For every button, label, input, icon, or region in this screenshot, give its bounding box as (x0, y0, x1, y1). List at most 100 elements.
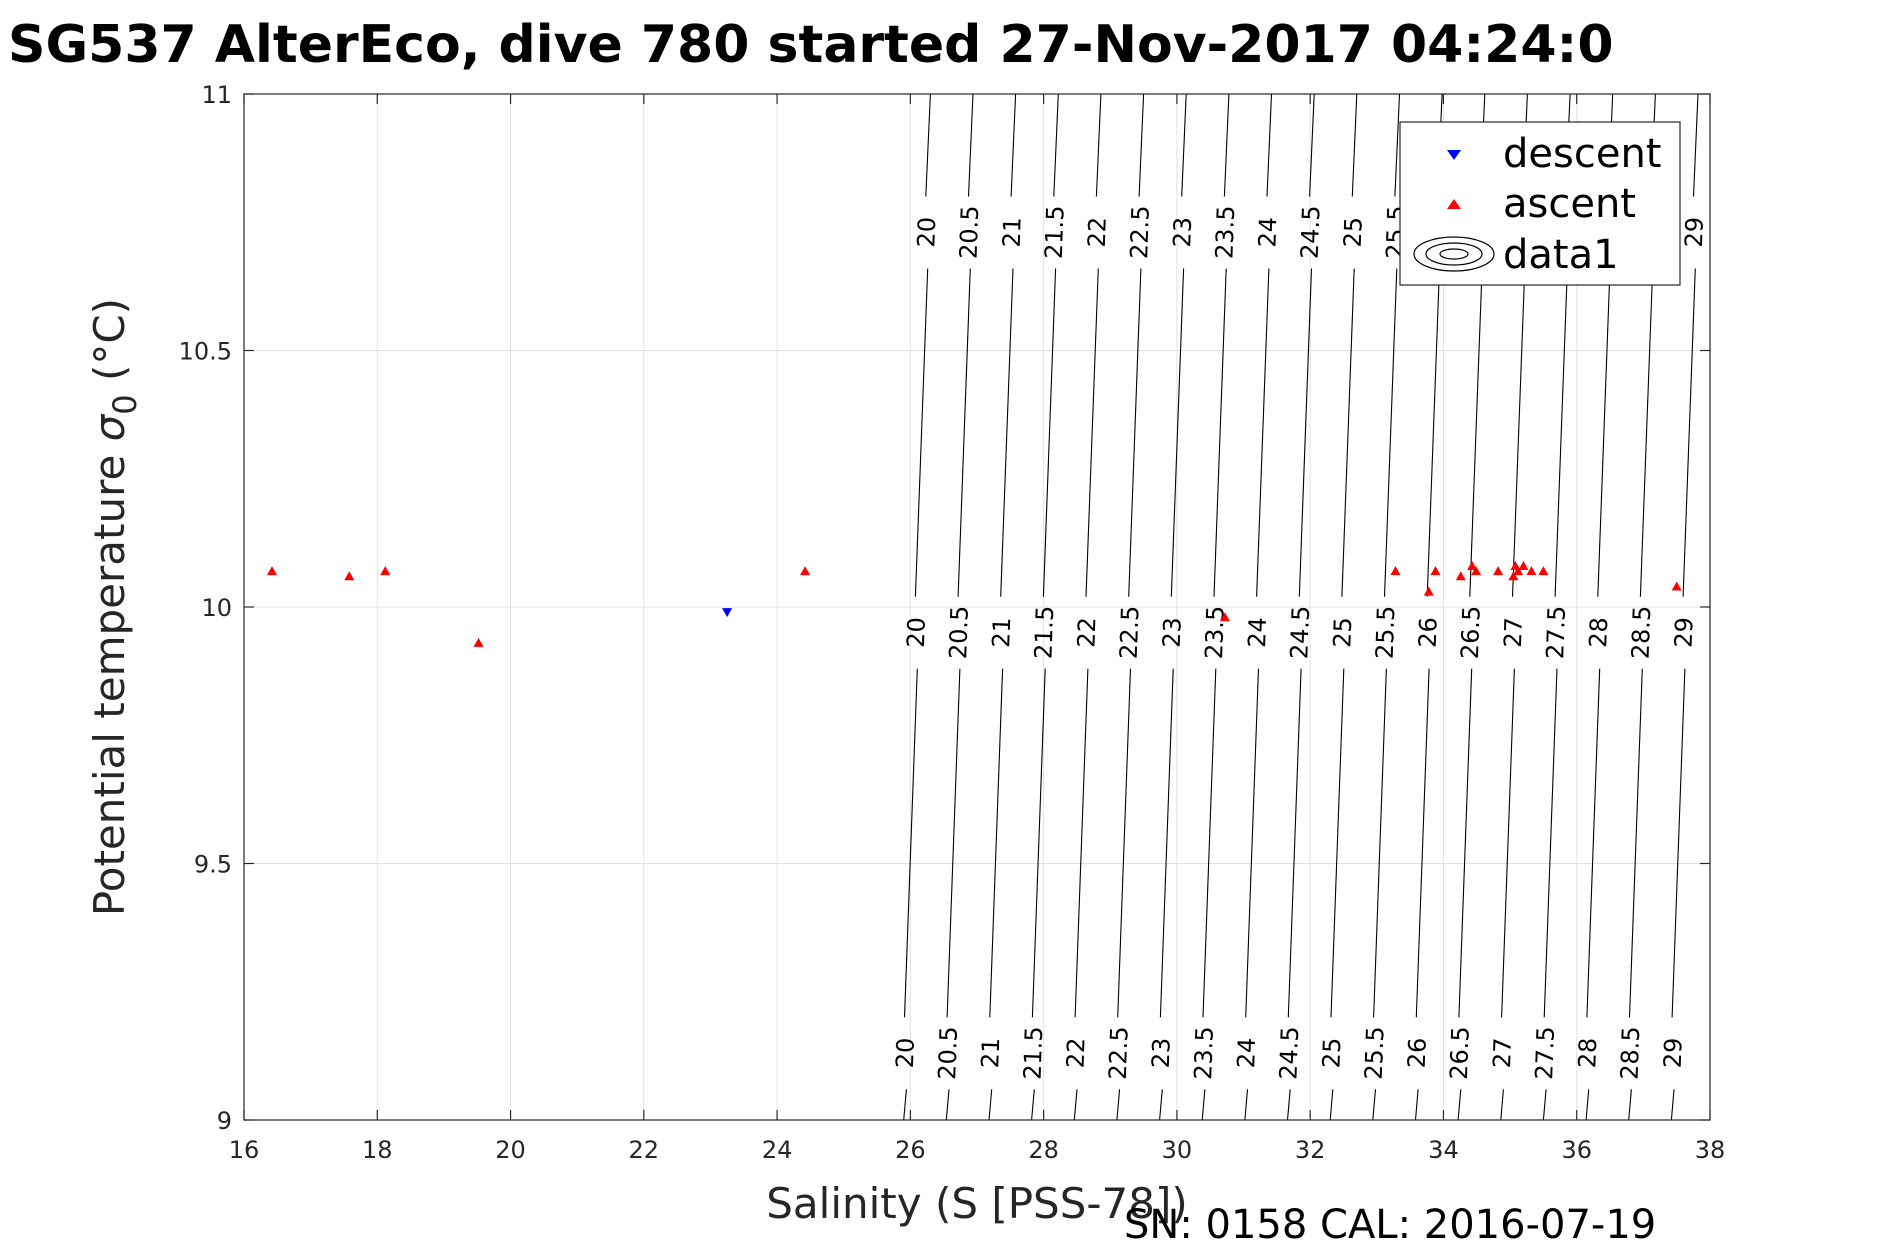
legend-label-descent: descent (1503, 131, 1661, 177)
ascent-point (473, 637, 484, 647)
ascent-point (1390, 566, 1401, 576)
ascent-point (266, 566, 277, 576)
isoline-label: 22 (1061, 1037, 1090, 1069)
density-isoline (988, 93, 1017, 1121)
footer-serial-calibration: SN: 0158 CAL: 2016-07-19 (1124, 1202, 1656, 1248)
x-axis-label: Salinity (S [PSS-78]) (766, 1179, 1188, 1228)
isoline-label: 29 (1669, 617, 1698, 649)
isoline-label: 28 (1573, 1037, 1602, 1069)
isoline-label: 29 (1659, 1037, 1688, 1069)
isoline-label: 25.5 (1371, 605, 1401, 659)
ascent-point (1671, 581, 1682, 591)
density-isoline (1159, 93, 1187, 1121)
x-tick-label: 24 (762, 1136, 793, 1164)
legend-marker-ascent (1447, 199, 1461, 209)
ascent-point (1513, 566, 1524, 576)
density-isoline (1073, 93, 1102, 1121)
isoline-label: 27.5 (1541, 605, 1571, 659)
y-tick-label: 9 (217, 1107, 232, 1135)
y-axis-ticks: 9 9.5 10 10.5 11 (179, 81, 1710, 1135)
isoline-label: 22 (1083, 216, 1112, 248)
x-tick-label: 20 (495, 1136, 526, 1164)
isoline-label: 22.5 (1115, 605, 1145, 659)
x-tick-label: 36 (1561, 1136, 1592, 1164)
ascent-point (1538, 566, 1549, 576)
legend-marker-descent (1447, 150, 1461, 160)
data-points (266, 560, 1682, 647)
ascent-point (1455, 571, 1466, 581)
isoline-label: 26.5 (1456, 605, 1486, 659)
x-tick-label: 28 (1028, 1136, 1059, 1164)
y-tick-label: 9.5 (194, 851, 232, 879)
isoline-label: 24 (1243, 617, 1272, 649)
isoline-label: 25 (1328, 617, 1357, 649)
isoline-label: 23 (1147, 1037, 1176, 1069)
ascent-point (1508, 571, 1519, 581)
isoline-label: 20 (891, 1037, 920, 1069)
isoline-label: 26 (1403, 1037, 1432, 1069)
x-tick-label: 18 (362, 1136, 393, 1164)
isoline-label: 20 (912, 216, 941, 248)
isoline-label: 24.5 (1274, 1026, 1304, 1080)
x-tick-label: 16 (229, 1136, 260, 1164)
isoline-label: 21 (998, 216, 1027, 248)
x-tick-label: 34 (1428, 1136, 1459, 1164)
isoline-label: 28 (1584, 617, 1613, 649)
isoline-label: 24.5 (1285, 605, 1315, 659)
density-isoline (1244, 93, 1273, 1121)
isoline-label: 26 (1414, 617, 1443, 649)
ascent-point (1493, 566, 1504, 576)
isoline-label: 28.5 (1615, 1026, 1645, 1080)
descent-point (722, 608, 733, 618)
isoline-label: 23 (1158, 617, 1187, 649)
y-axis-label-symbol: σ (85, 413, 134, 441)
density-isoline (1372, 93, 1401, 1121)
isoline-label: 25 (1317, 1037, 1346, 1069)
density-isoline (1628, 93, 1656, 1121)
isoline-label: 23.5 (1189, 1026, 1219, 1080)
isoline-label: 24 (1232, 1037, 1261, 1069)
ascent-point (1430, 566, 1441, 576)
isoline-label: 21.5 (1018, 1026, 1048, 1080)
density-isoline (1542, 93, 1571, 1121)
density-isoline (903, 93, 931, 1121)
x-tick-label: 30 (1162, 1136, 1193, 1164)
density-isoline (1414, 93, 1443, 1121)
ascent-point (800, 566, 811, 576)
isoline-label: 24 (1253, 216, 1282, 248)
ascent-point (1518, 560, 1529, 570)
isoline-label: 28.5 (1626, 605, 1656, 659)
x-tick-label: 38 (1695, 1136, 1726, 1164)
density-isoline (1116, 93, 1145, 1121)
isoline-label: 21 (987, 617, 1016, 649)
isoline-label: 20.5 (954, 205, 984, 259)
isoline-label: 27.5 (1530, 1026, 1560, 1080)
y-tick-label: 11 (201, 81, 232, 109)
ascent-point (344, 571, 355, 581)
legend-label-data1: data1 (1503, 232, 1619, 278)
isoline-label: 27 (1499, 617, 1528, 649)
density-isoline (1457, 93, 1486, 1121)
y-tick-label: 10 (201, 594, 232, 622)
density-isoline (1329, 93, 1358, 1121)
isoline-label: 23.5 (1210, 205, 1240, 259)
isoline-label: 21.5 (1040, 205, 1070, 259)
ascent-point (1471, 566, 1482, 576)
chart-title: SG537 AlterEco, dive 780 started 27-Nov-… (8, 15, 1614, 75)
isoline-label: 21 (976, 1037, 1005, 1069)
isoline-label: 25.5 (1360, 1026, 1390, 1080)
isoline-label: 26.5 (1445, 1026, 1475, 1080)
density-isoline (945, 93, 974, 1121)
legend: descent ascent data1 (1399, 121, 1681, 286)
x-tick-label: 32 (1295, 1136, 1326, 1164)
isoline-label: 23 (1168, 216, 1197, 248)
isoline-label: 20 (902, 617, 931, 649)
density-isoline (1500, 93, 1528, 1121)
ascent-point (1219, 612, 1230, 622)
ascent-point (1526, 566, 1537, 576)
ascent-point (1423, 586, 1434, 596)
isoline-label: 20.5 (944, 605, 974, 659)
y-axis-label-main: Potential temperature (85, 441, 134, 916)
isoline-label: 22 (1072, 617, 1101, 649)
